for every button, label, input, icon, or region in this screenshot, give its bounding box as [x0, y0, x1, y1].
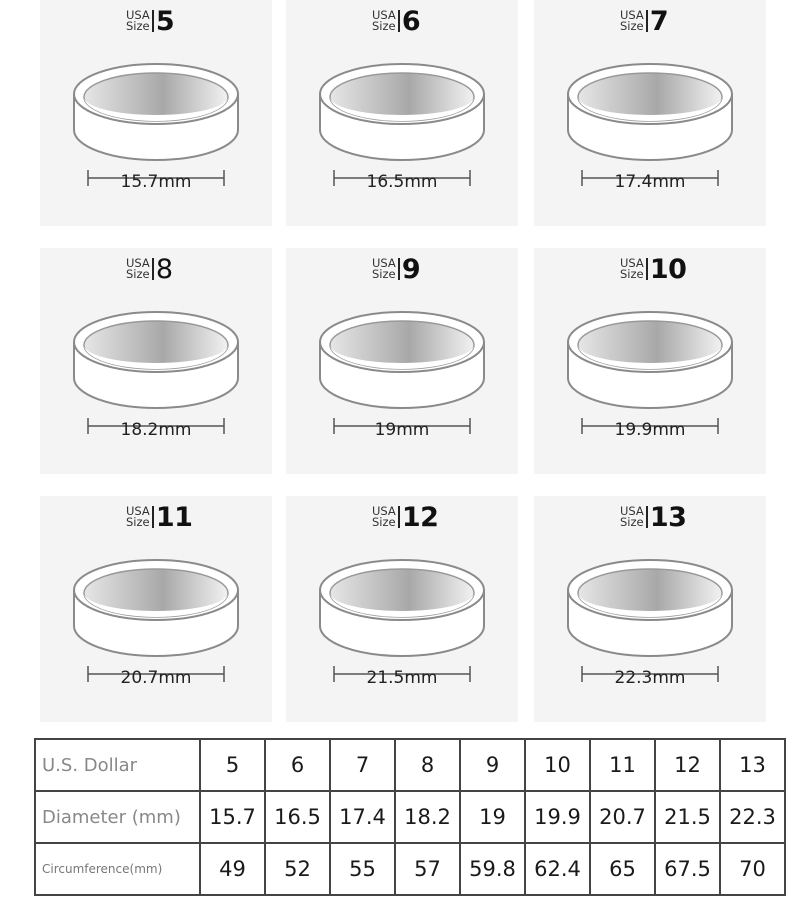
table-cell: 11	[589, 738, 656, 792]
table-cell: 21.5	[654, 790, 721, 844]
size-label: USA Size 5	[126, 4, 175, 38]
usa-size-tag: USA Size	[620, 9, 648, 32]
size-label: USA Size 6	[372, 4, 421, 38]
diameter-label: 19.9mm	[614, 420, 686, 440]
size-label: USA Size 11	[126, 500, 193, 534]
table-row: U.S. Dollar 5 6 7 8 9 10 11 12 13	[34, 738, 786, 792]
table-cell: 5	[199, 738, 266, 792]
ring-illustration	[73, 311, 239, 434]
ring-size-grid: USA Size 5 15.7mm USA Size 6	[40, 0, 766, 722]
size-label: USA Size 12	[372, 500, 439, 534]
table-cell: 18.2	[394, 790, 461, 844]
ring-size-number: 6	[401, 5, 421, 37]
ring-size-number: 10	[649, 253, 687, 285]
diameter-label: 18.2mm	[120, 420, 192, 440]
size-label: USA Size 8	[126, 252, 173, 286]
usa-size-tag: USA Size	[372, 9, 400, 32]
diameter-label: 17.4mm	[614, 172, 686, 192]
ring-card: USA Size 7 17.4mm	[534, 0, 766, 226]
ring-illustration	[567, 311, 733, 434]
table-cell: 59.8	[459, 842, 526, 896]
ring-card: USA Size 11 20.7mm	[40, 496, 272, 722]
usa-size-tag: USA Size	[126, 9, 154, 32]
table-cell: 7	[329, 738, 396, 792]
usa-size-tag: USA Size	[372, 505, 400, 528]
table-cell: 19.9	[524, 790, 591, 844]
ring-illustration	[319, 311, 485, 434]
row-label: U.S. Dollar	[34, 738, 201, 792]
size-label: USA Size 7	[620, 4, 669, 38]
size-chart-table: U.S. Dollar 5 6 7 8 9 10 11 12 13 Diamet…	[34, 738, 786, 896]
ring-size-number: 7	[649, 5, 669, 37]
ring-card: USA Size 9 19mm	[286, 248, 518, 474]
table-cell: 16.5	[264, 790, 331, 844]
usa-size-tag: USA Size	[620, 505, 648, 528]
table-cell: 9	[459, 738, 526, 792]
table-cell: 22.3	[719, 790, 786, 844]
ring-size-number: 8	[155, 253, 173, 285]
ring-illustration	[73, 63, 239, 186]
table-cell: 20.7	[589, 790, 656, 844]
table-cell: 8	[394, 738, 461, 792]
diameter-label: 19mm	[374, 420, 430, 440]
ring-card: USA Size 6 16.5mm	[286, 0, 518, 226]
usa-size-tag: USA Size	[620, 257, 648, 280]
ring-size-number: 9	[401, 253, 421, 285]
table-cell: 10	[524, 738, 591, 792]
usa-size-tag: USA Size	[372, 257, 400, 280]
ring-size-number: 11	[155, 501, 193, 533]
table-row: Diameter (mm) 15.7 16.5 17.4 18.2 19 19.…	[34, 790, 786, 844]
ring-illustration	[567, 63, 733, 186]
ring-illustration	[73, 559, 239, 682]
table-cell: 70	[719, 842, 786, 896]
ring-card: USA Size 5 15.7mm	[40, 0, 272, 226]
table-cell: 15.7	[199, 790, 266, 844]
usa-size-tag: USA Size	[126, 505, 154, 528]
size-label: USA Size 10	[620, 252, 687, 286]
row-label: Diameter (mm)	[34, 790, 201, 844]
table-cell: 49	[199, 842, 266, 896]
table-cell: 57	[394, 842, 461, 896]
table-cell: 55	[329, 842, 396, 896]
table-row: Circumference(mm) 49 52 55 57 59.8 62.4 …	[34, 842, 786, 896]
table-cell: 52	[264, 842, 331, 896]
usa-size-tag: USA Size	[126, 257, 154, 280]
table-cell: 17.4	[329, 790, 396, 844]
table-cell: 12	[654, 738, 721, 792]
ring-card: USA Size 10 19.9mm	[534, 248, 766, 474]
ring-illustration	[567, 559, 733, 682]
diameter-label: 16.5mm	[366, 172, 438, 192]
table-cell: 13	[719, 738, 786, 792]
diameter-label: 21.5mm	[366, 668, 438, 688]
ring-illustration	[319, 559, 485, 682]
ring-card: USA Size 8 18.2mm	[40, 248, 272, 474]
ring-size-number: 13	[649, 501, 687, 533]
table-cell: 62.4	[524, 842, 591, 896]
diameter-label: 15.7mm	[120, 172, 192, 192]
table-cell: 19	[459, 790, 526, 844]
ring-size-number: 5	[155, 5, 175, 37]
ring-illustration	[319, 63, 485, 186]
table-cell: 67.5	[654, 842, 721, 896]
ring-size-number: 12	[401, 501, 439, 533]
diameter-label: 20.7mm	[120, 668, 192, 688]
ring-card: USA Size 12 21.5mm	[286, 496, 518, 722]
size-label: USA Size 9	[372, 252, 421, 286]
table-cell: 65	[589, 842, 656, 896]
size-label: USA Size 13	[620, 500, 687, 534]
diameter-label: 22.3mm	[614, 668, 686, 688]
table-cell: 6	[264, 738, 331, 792]
row-label: Circumference(mm)	[34, 842, 201, 896]
ring-card: USA Size 13 22.3mm	[534, 496, 766, 722]
